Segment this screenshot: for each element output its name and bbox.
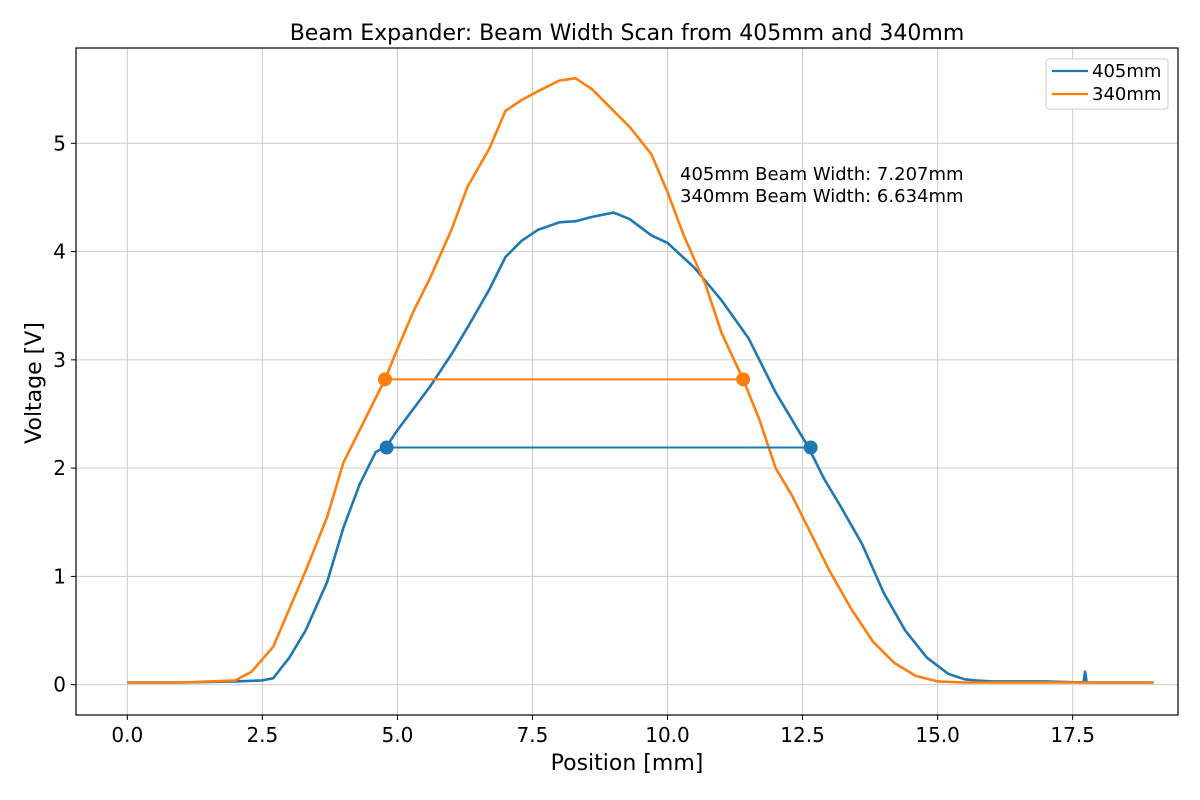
legend-label-405mm: 405mm	[1092, 61, 1161, 82]
legend-label-340mm: 340mm	[1092, 84, 1161, 105]
x-tick-label: 10.0	[645, 723, 690, 747]
width-point-340mm-left	[377, 372, 392, 387]
x-tick-label: 2.5	[246, 723, 278, 747]
width-point-405mm-right	[803, 440, 818, 455]
annotation-340mm-width: 340mm Beam Width: 6.634mm	[680, 186, 964, 207]
width-point-405mm-left	[379, 440, 394, 455]
width-point-340mm-right	[736, 372, 751, 387]
y-tick-label: 2	[53, 456, 66, 480]
chart-title: Beam Expander: Beam Width Scan from 405m…	[290, 21, 965, 46]
x-tick-label: 12.5	[780, 723, 825, 747]
x-axis-label: Position [mm]	[551, 751, 704, 776]
x-tick-label: 15.0	[915, 723, 960, 747]
series-layer	[127, 77, 1154, 684]
grid-layer	[76, 48, 1178, 715]
annotation-405mm-width: 405mm Beam Width: 7.207mm	[680, 164, 964, 185]
y-tick-label: 1	[53, 564, 66, 588]
tick-layer: 0.0 2.5 5.0 7.5 10.0 12.5 15.0 17.5 0 1 2 3 4 5	[53, 131, 1095, 747]
plot-frame	[75, 47, 1179, 716]
x-tick-label: 17.5	[1050, 723, 1095, 747]
series-line-340mm	[127, 77, 1154, 684]
y-tick-label: 4	[53, 240, 66, 264]
width-markers	[377, 372, 818, 455]
y-tick-label: 3	[53, 348, 66, 372]
x-tick-label: 0.0	[111, 723, 143, 747]
y-tick-label: 5	[53, 131, 66, 155]
x-tick-label: 7.5	[517, 723, 549, 747]
series-line-405mm	[127, 211, 1154, 684]
legend: 405mm 340mm	[1045, 58, 1169, 110]
y-axis-label: Voltage [V]	[22, 322, 47, 444]
x-tick-label: 5.0	[382, 723, 414, 747]
y-tick-label: 0	[53, 673, 66, 697]
